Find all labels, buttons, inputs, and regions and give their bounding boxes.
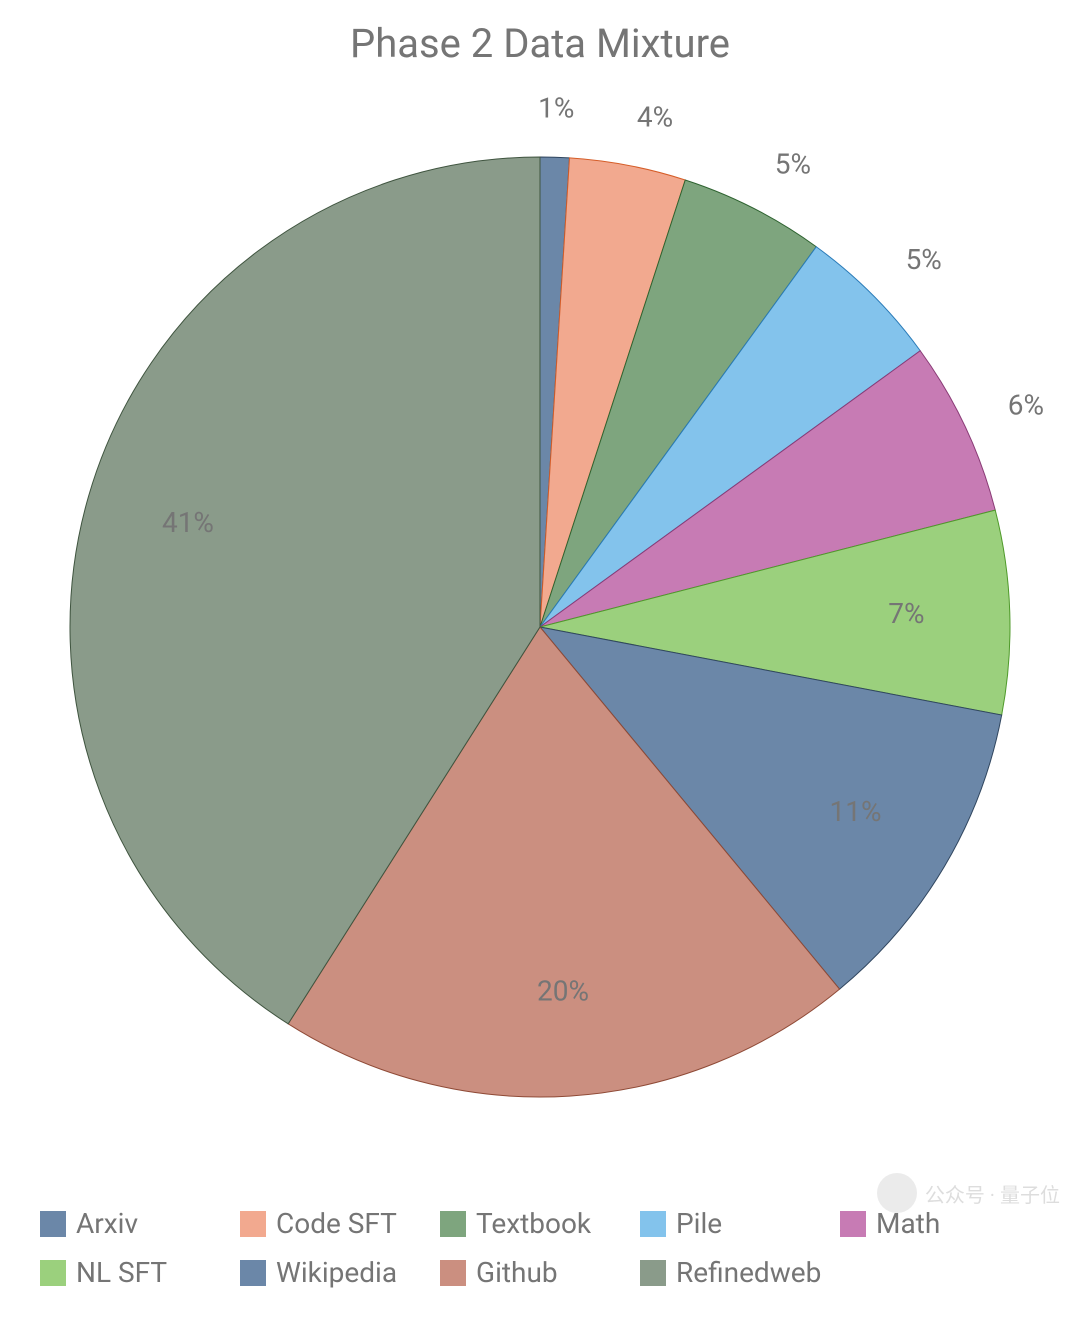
pie-label-refinedweb: 41%: [162, 506, 214, 539]
legend-item-refinedweb: Refinedweb: [640, 1256, 840, 1289]
pie-label-pile: 5%: [906, 243, 942, 276]
legend-swatch: [40, 1260, 66, 1286]
legend-swatch: [40, 1211, 66, 1237]
pie-area: 1% 4% 5% 5% 6% 7% 11% 20% 41%: [0, 97, 1080, 1157]
legend-swatch: [840, 1211, 866, 1237]
legend-label: Wikipedia: [276, 1256, 397, 1289]
legend-label: Textbook: [476, 1207, 591, 1240]
legend-swatch: [240, 1260, 266, 1286]
pie-label-nl-sft: 7%: [888, 597, 924, 630]
pie-label-wikipedia: 11%: [830, 795, 882, 828]
legend-label: Pile: [676, 1207, 722, 1240]
pie-label-code-sft: 4%: [637, 101, 673, 134]
legend-label: Code SFT: [276, 1207, 397, 1240]
pie-label-textbook: 5%: [775, 148, 811, 181]
pie-label-arxiv: 1%: [538, 97, 574, 125]
legend-swatch: [440, 1260, 466, 1286]
chart-title: Phase 2 Data Mixture: [0, 20, 1080, 67]
legend-label: Github: [476, 1256, 558, 1289]
legend-label: Arxiv: [76, 1207, 138, 1240]
legend-item-code-sft: Code SFT: [240, 1207, 440, 1240]
legend-item-github: Github: [440, 1256, 640, 1289]
legend-swatch: [640, 1260, 666, 1286]
chart-container: Phase 2 Data Mixture 1% 4% 5% 5% 6% 7% 11% 20% 4…: [0, 0, 1080, 1289]
legend-item-textbook: Textbook: [440, 1207, 640, 1240]
legend-label: NL SFT: [76, 1256, 167, 1289]
legend-item-nl-sft: NL SFT: [40, 1256, 240, 1289]
pie-chart: 1% 4% 5% 5% 6% 7% 11% 20% 41%: [0, 97, 1080, 1157]
watermark-icon: [877, 1173, 917, 1213]
pie-label-github: 20%: [537, 974, 589, 1007]
pie-label-math: 6%: [1008, 388, 1044, 421]
legend-item-wikipedia: Wikipedia: [240, 1256, 440, 1289]
watermark-text: 公众号 · 量子位: [925, 1179, 1060, 1208]
legend-swatch: [240, 1211, 266, 1237]
watermark: 公众号 · 量子位: [877, 1173, 1060, 1213]
legend-swatch: [440, 1211, 466, 1237]
legend-item-pile: Pile: [640, 1207, 840, 1240]
legend-item-arxiv: Arxiv: [40, 1207, 240, 1240]
legend-swatch: [640, 1211, 666, 1237]
legend-label: Refinedweb: [676, 1256, 821, 1289]
